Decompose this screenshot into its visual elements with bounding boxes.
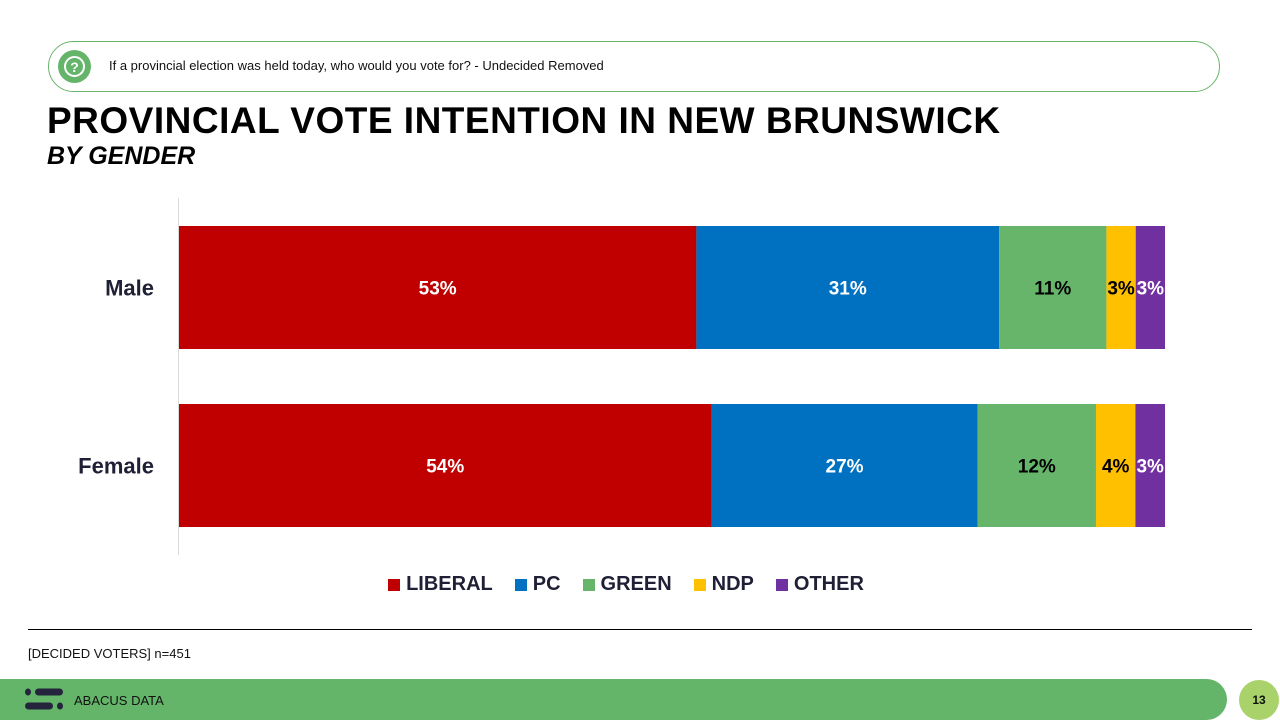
data-label: 53% [419,279,457,300]
bar-segment-ndp [1095,404,1136,527]
data-label: 11% [1034,279,1071,300]
brand-name: ABACUS DATA [74,693,164,708]
legend-label: NDP [711,573,754,595]
page-subtitle: BY GENDER [47,142,196,170]
question-text: If a provincial election was held today,… [109,58,604,73]
bar-segment-pc [696,226,1000,349]
question-icon: ? [58,50,91,83]
data-label: 3% [1107,279,1135,300]
legend-label: PC [532,573,561,595]
legend-item-ndp: NDP [693,573,754,596]
data-label: 3% [1136,457,1164,478]
legend-item-liberal: LIBERAL [388,573,493,596]
legend-swatch [693,578,706,591]
divider [28,629,1252,630]
data-label: 54% [426,457,464,478]
bar-segment-liberal [179,226,697,349]
bar-segment-liberal [179,404,712,527]
legend-label: GREEN [600,573,672,595]
category-label: Male [105,276,154,301]
legend-label: LIBERAL [406,573,493,595]
data-label: 27% [826,457,864,478]
bar-segment-green [977,404,1096,527]
legend-item-green: GREEN [582,573,672,596]
legend: LIBERAL PC GREEN NDP OTHER [0,573,1252,596]
sample-note: [DECIDED VOTERS] n=451 [28,646,191,661]
legend-swatch [775,578,788,591]
bar-segment-pc [711,404,978,527]
legend-swatch [514,578,527,591]
abacus-logo-icon [25,688,63,710]
category-label: Female [78,454,154,479]
data-label: 31% [829,279,867,300]
legend-item-pc: PC [514,573,561,596]
legend-swatch [582,578,595,591]
page-title: PROVINCIAL VOTE INTENTION IN NEW BRUNSWI… [47,100,1001,141]
legend-label: OTHER [793,573,864,595]
page-number: 13 [1239,680,1279,720]
bar-segment-other [1135,404,1165,527]
data-label: 12% [1018,457,1056,478]
bar-segment-green [999,226,1107,349]
legend-swatch [388,578,401,591]
stacked-bar-chart: Male 53% 31% 11% 3% 3%Female 54% 27% 12% 4% 3% [78,198,1165,555]
legend-item-other: OTHER [775,573,864,596]
question-box: ? If a provincial election was held toda… [48,41,1220,92]
footer-bar: ABACUS DATA [0,679,1227,720]
bar-segment-ndp [1106,226,1136,349]
data-label: 3% [1137,279,1165,300]
bar-segment-other [1135,226,1165,349]
data-label: 4% [1102,457,1130,478]
